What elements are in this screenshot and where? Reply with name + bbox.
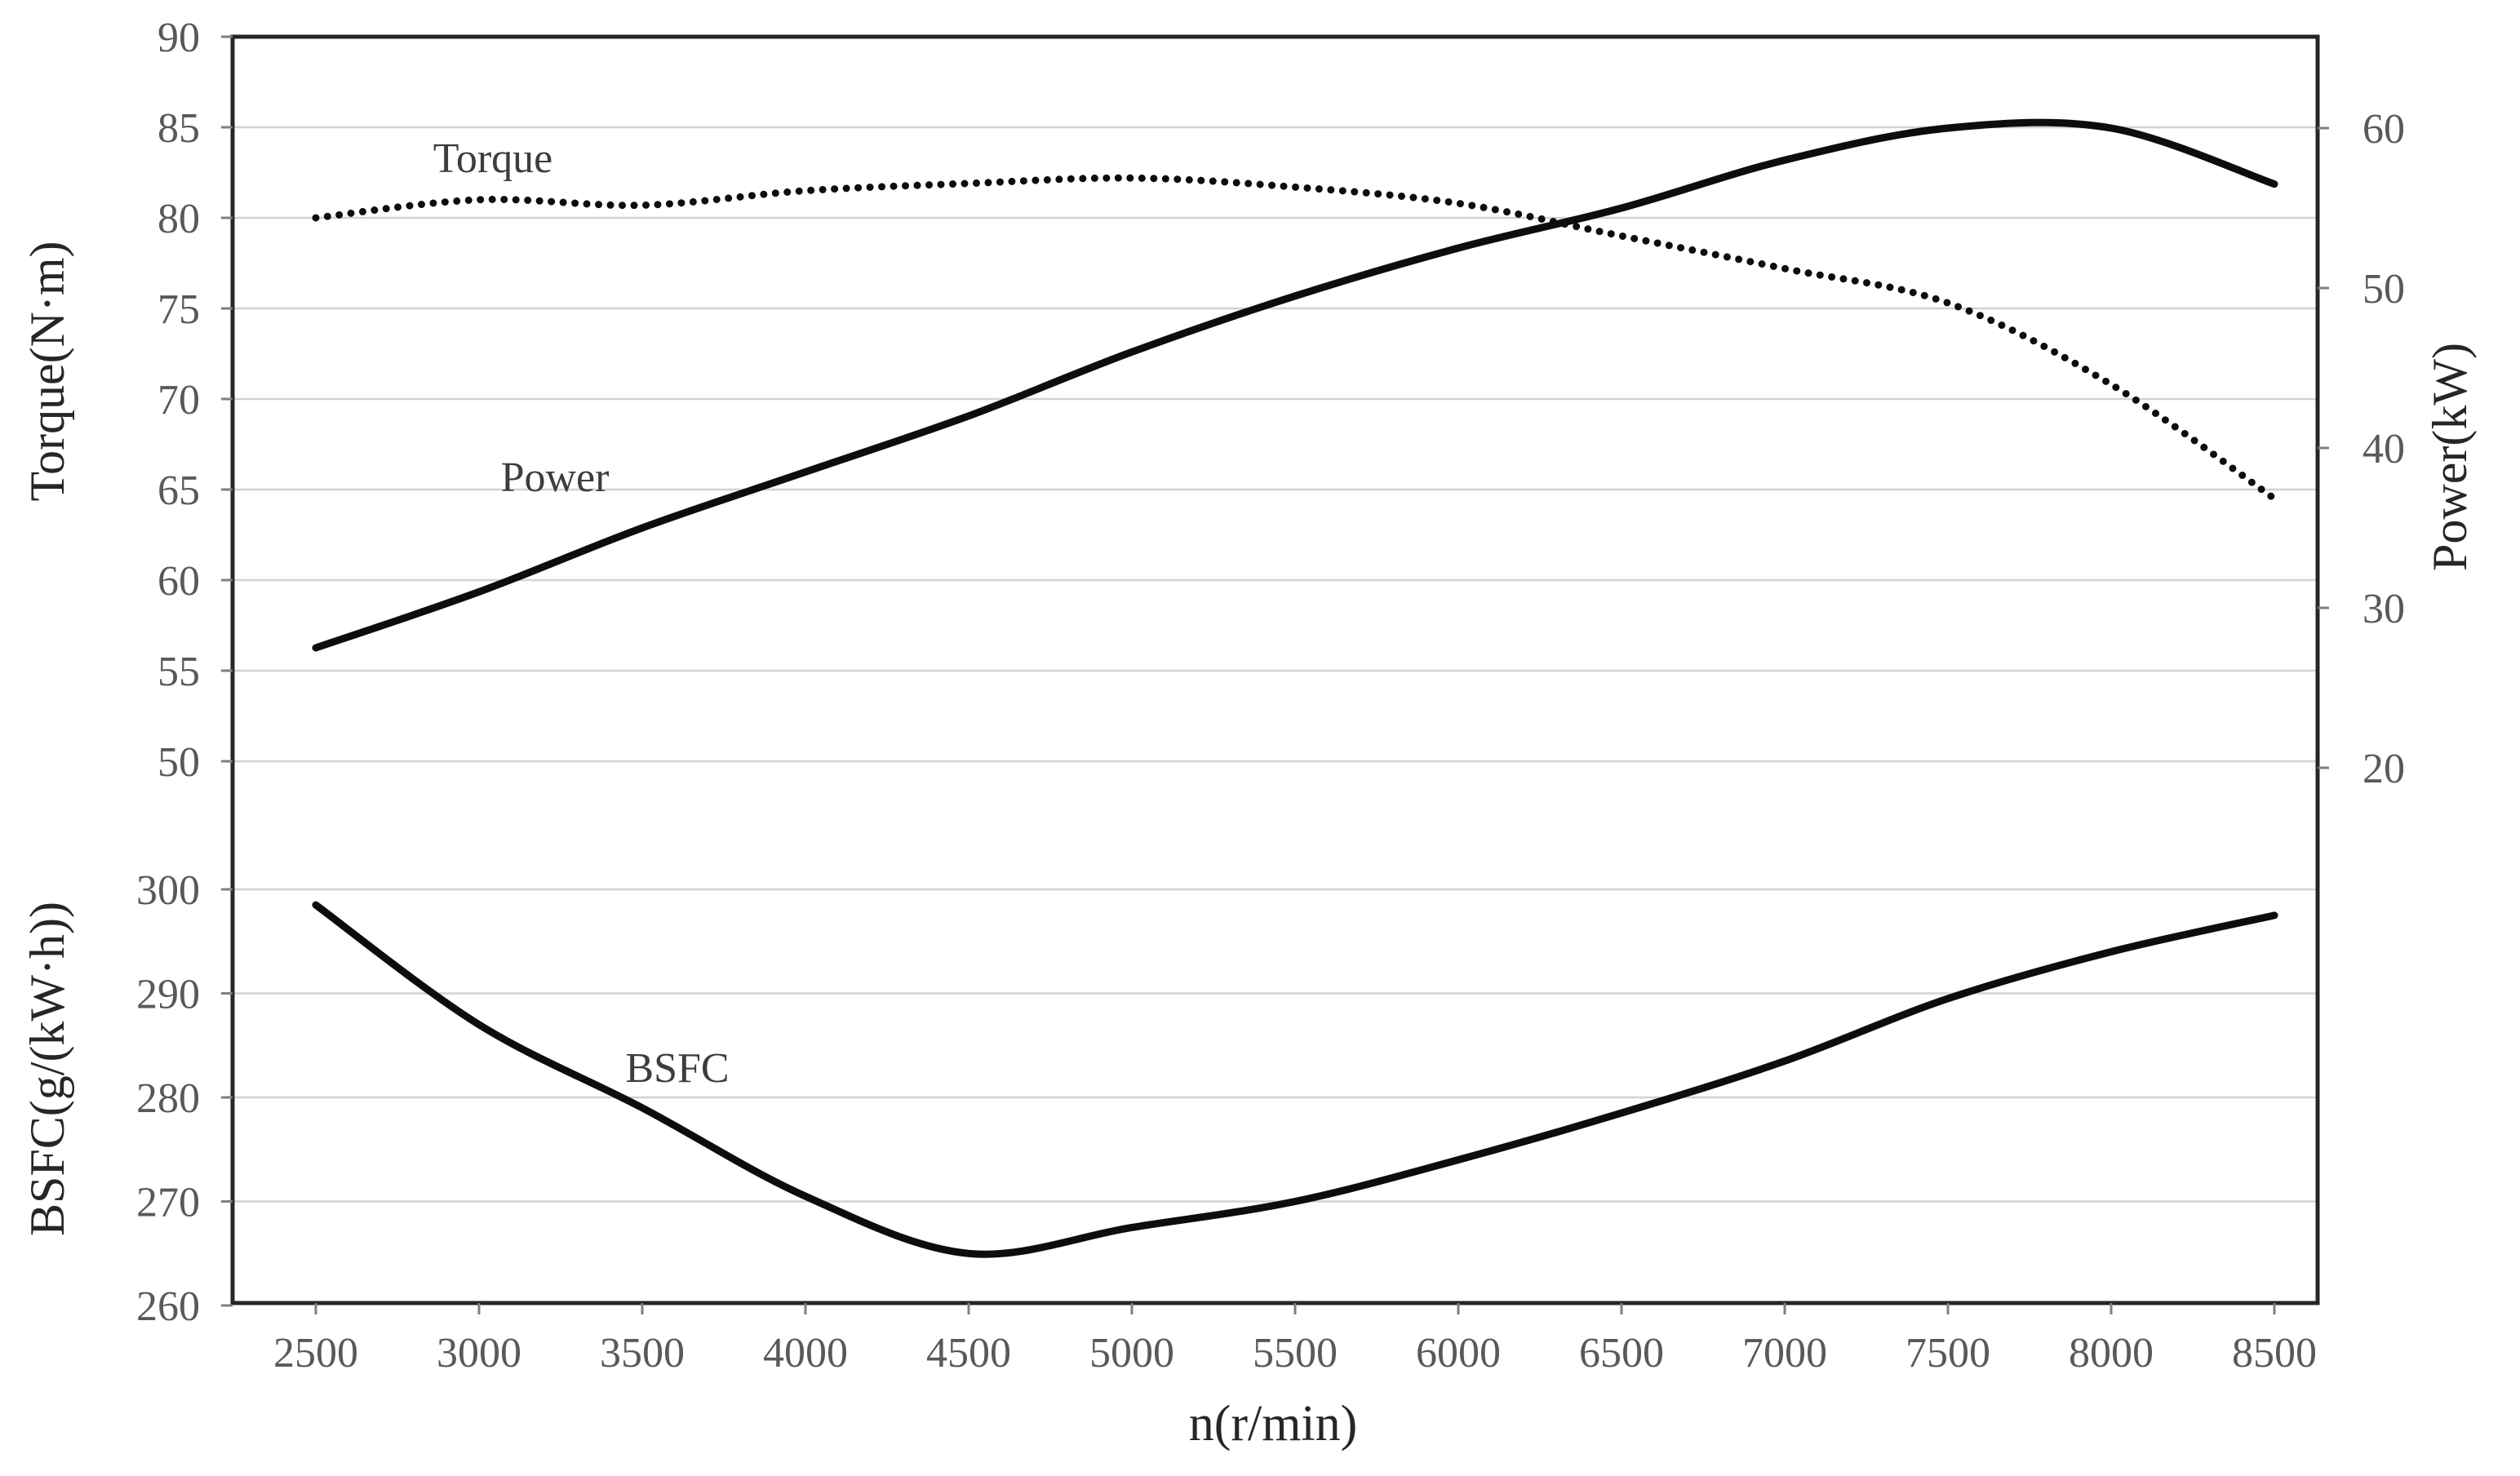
bsfc-series-label: BSFC	[625, 1045, 729, 1092]
torque-tick-label: 60	[158, 558, 200, 605]
tick-labels: 90 85 80 75 70 65 60 55 50 300 290 280 270 260 60 50 40 3…	[136, 15, 2405, 1376]
x-tick-label: 2500	[273, 1330, 358, 1376]
torque-tick-label: 75	[158, 286, 200, 333]
torque-tick-label: 50	[158, 739, 200, 786]
x-tick-label: 6000	[1416, 1330, 1501, 1376]
x-axis-title: n(r/min)	[1189, 1396, 1358, 1452]
x-tick-label: 7500	[1906, 1330, 1990, 1376]
x-tick-label: 3500	[600, 1330, 685, 1376]
power-series-label: Power	[501, 454, 610, 501]
x-tick-label: 8000	[2069, 1330, 2154, 1376]
power-axis-title: Power(kW)	[2423, 343, 2477, 571]
x-tick-label: 8500	[2232, 1330, 2317, 1376]
power-tick-label: 50	[2362, 266, 2405, 312]
x-tick-label: 4500	[926, 1330, 1011, 1376]
x-tick-label: 5500	[1253, 1330, 1338, 1376]
power-tick-label: 20	[2362, 746, 2405, 792]
x-tick-label: 6500	[1579, 1330, 1664, 1376]
power-tick-label: 60	[2362, 106, 2405, 153]
torque-tick-label: 90	[158, 15, 200, 61]
bsfc-tick-label: 300	[136, 867, 200, 914]
bsfc-tick-label: 280	[136, 1075, 200, 1122]
power-tick-label: 30	[2362, 586, 2405, 632]
torque-tick-label: 85	[158, 105, 200, 152]
x-tick-label: 7000	[1742, 1330, 1827, 1376]
torque-tick-label: 70	[158, 377, 200, 423]
bsfc-tick-label: 270	[136, 1180, 200, 1226]
torque-curve	[312, 174, 2278, 503]
torque-tick-label: 55	[158, 649, 200, 695]
bsfc-axis-title: BSFC(g/(kW·h))	[20, 902, 74, 1236]
x-tick-label: 5000	[1089, 1330, 1174, 1376]
power-tick-label: 40	[2362, 426, 2405, 472]
torque-series-label: Torque	[433, 135, 553, 182]
torque-axis-title: Torque(N·m)	[20, 241, 74, 501]
x-tick-label: 3000	[437, 1330, 521, 1376]
axis-ticks	[221, 35, 2329, 1314]
x-tick-label: 4000	[763, 1330, 848, 1376]
gridlines	[233, 126, 2318, 1203]
torque-tick-label: 65	[158, 468, 200, 514]
bsfc-tick-label: 290	[136, 972, 200, 1018]
power-curve	[312, 118, 2278, 652]
bsfc-tick-label: 260	[136, 1283, 200, 1330]
torque-tick-label: 80	[158, 196, 200, 242]
bsfc-curve	[312, 901, 2278, 1258]
